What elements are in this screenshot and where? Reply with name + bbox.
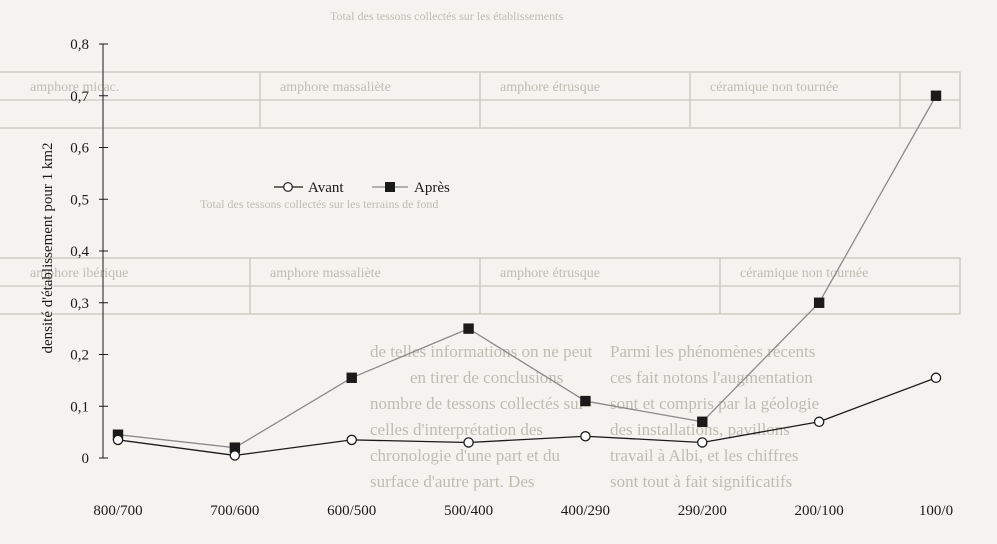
y-axis-label: densité d'établissement pour 1 km2 — [40, 143, 56, 354]
svg-text:amphore ibérique: amphore ibérique — [30, 266, 128, 281]
svg-text:des installations, pavillons: des installations, pavillons — [610, 420, 790, 439]
point-apres — [580, 395, 591, 407]
y-tick-label: 0,2 — [70, 348, 89, 364]
svg-text:amphore massaliète: amphore massaliète — [280, 80, 391, 95]
svg-text:céramique non tournée: céramique non tournée — [740, 266, 868, 281]
x-tick-label: 700/600 — [210, 503, 259, 519]
svg-text:amphore micac.: amphore micac. — [30, 80, 119, 95]
svg-text:de telles informations on ne p: de telles informations on ne peut — [370, 342, 593, 361]
point-avant — [580, 431, 591, 442]
legend-marker-avant — [283, 182, 293, 192]
point-apres — [346, 372, 357, 383]
point-avant — [813, 416, 825, 428]
point-avant — [346, 434, 357, 446]
svg-text:amphore étrusque: amphore étrusque — [500, 266, 600, 281]
svg-text:sont tout à fait significatifs: sont tout à fait significatifs — [610, 472, 792, 491]
y-tick-label: 0,3 — [70, 296, 89, 312]
y-tick-label: 0 — [82, 451, 90, 467]
point-avant — [697, 437, 708, 448]
svg-text:ces fait notons l'augmentation: ces fait notons l'augmentation — [610, 368, 813, 387]
y-tick-label: 0,1 — [70, 399, 89, 415]
legend-label-avant: Avant — [308, 180, 344, 196]
svg-text:nombre de tessons collectés su: nombre de tessons collectés sur — [370, 394, 585, 413]
point-apres — [930, 90, 942, 101]
series-line-avant — [117, 377, 937, 457]
svg-text:amphore massaliète: amphore massaliète — [270, 266, 381, 281]
svg-text:celles d'interprétation des: celles d'interprétation des — [370, 420, 543, 439]
svg-text:surface d'autre part. Des: surface d'autre part. Des — [370, 472, 534, 491]
legend-marker-apres — [385, 182, 395, 192]
svg-text:Total des tessons collectés su: Total des tessons collectés sur les terr… — [200, 197, 438, 211]
svg-text:chronologie d'une part et du: chronologie d'une part et du — [370, 446, 561, 465]
series-line-apres — [117, 95, 937, 449]
point-apres — [229, 442, 241, 453]
point-avant — [463, 437, 474, 448]
x-tick-label: 100/0 — [919, 503, 953, 519]
x-tick-label: 800/700 — [93, 503, 142, 519]
point-apres — [463, 323, 474, 334]
x-axis-labels: 800/700 700/600 600/500 500/400 400/290 290/2… — [93, 503, 953, 519]
series-layer — [112, 90, 942, 461]
svg-text:Total des tessons collectés su: Total des tessons collectés sur les étab… — [330, 9, 563, 23]
svg-text:amphore étrusque: amphore étrusque — [500, 80, 600, 95]
legend-label-apres: Après — [414, 180, 450, 196]
x-tick-label: 600/500 — [327, 503, 376, 519]
svg-text:sont et compris par la géologi: sont et compris par la géologie — [610, 394, 819, 413]
x-tick-label: 500/400 — [444, 503, 493, 519]
y-tick-label: 0,4 — [70, 244, 89, 260]
y-tick-label: 0,7 — [70, 89, 89, 105]
point-avant — [930, 372, 942, 384]
point-avant — [112, 434, 124, 446]
point-apres — [813, 297, 825, 308]
point-apres — [697, 416, 708, 427]
bleed-through-background: Total des tessons collectés sur les étab… — [0, 9, 961, 491]
svg-text:céramique non tournée: céramique non tournée — [710, 80, 838, 95]
svg-text:travail à Albi, et les chiffre: travail à Albi, et les chiffres — [610, 446, 799, 465]
svg-text:Parmi les phénomènes récents: Parmi les phénomènes récents — [610, 342, 815, 361]
legend: Avant Après — [274, 180, 450, 196]
y-tick-label: 0,8 — [70, 37, 89, 53]
point-avant — [229, 450, 241, 461]
x-tick-label: 200/100 — [795, 503, 844, 519]
y-axis-ticks: 0 0,1 0,2 0,3 0,4 0,5 0,6 0,7 0,8 — [70, 37, 108, 467]
svg-text:en tirer de conclusions: en tirer de conclusions — [410, 368, 563, 387]
y-tick-label: 0,5 — [70, 192, 89, 208]
y-tick-label: 0,6 — [70, 141, 89, 157]
x-tick-label: 290/200 — [678, 503, 727, 519]
x-tick-label: 400/290 — [561, 503, 610, 519]
